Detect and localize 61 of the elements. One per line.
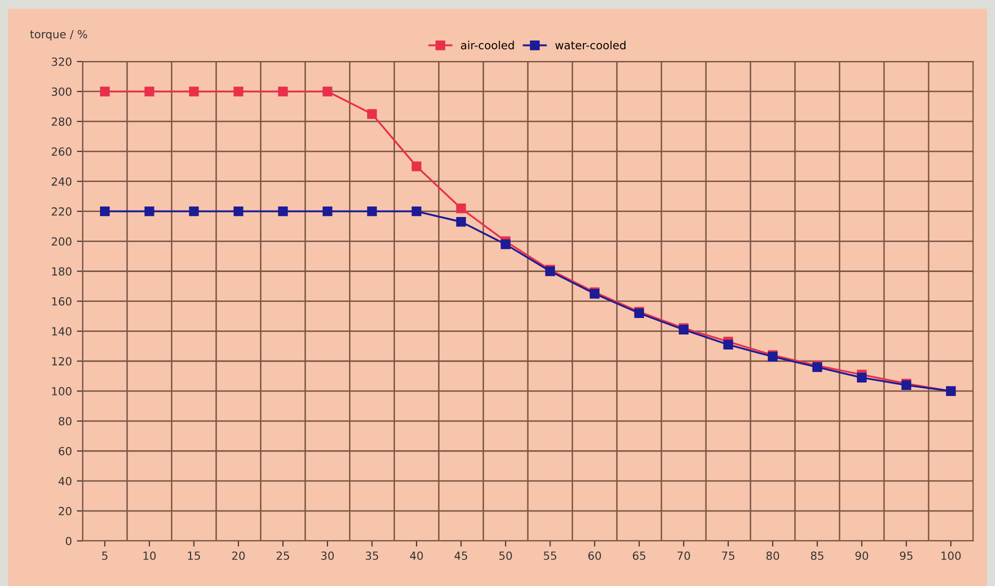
- y-tick-label: 180: [52, 267, 72, 276]
- x-tick-label: 35: [366, 551, 378, 560]
- x-tick-label: 65: [632, 551, 646, 560]
- point: [234, 206, 244, 216]
- y-tick-label: 220: [52, 207, 72, 216]
- y-tick-label: 160: [52, 297, 72, 306]
- y-tick-label: 80: [58, 417, 72, 426]
- y-tick-label: 60: [58, 446, 72, 456]
- y-tick-label: 0: [66, 536, 72, 546]
- x-tick-label: 5: [102, 552, 108, 560]
- x-tick-label: 100: [941, 551, 961, 560]
- x-tick-label: 15: [188, 552, 200, 560]
- x-tick-label: 55: [544, 552, 556, 560]
- point: [367, 206, 377, 216]
- x-tick-label: 70: [678, 551, 690, 560]
- x-tick-label: 20: [232, 551, 245, 560]
- point: [723, 340, 734, 350]
- point: [278, 86, 288, 96]
- x-tick-label: 30: [321, 551, 334, 560]
- y-tick-label: 280: [52, 117, 72, 126]
- point: [322, 206, 332, 216]
- point: [189, 206, 199, 216]
- x-tick-label: 80: [766, 551, 780, 560]
- point: [144, 86, 154, 96]
- x-tick-label: 90: [855, 551, 868, 560]
- x-tick-label: 75: [722, 552, 734, 560]
- point: [189, 86, 199, 96]
- point: [456, 203, 466, 214]
- x-tick-label: 60: [588, 551, 601, 560]
- y-tick-label: 260: [52, 147, 72, 156]
- point: [100, 206, 110, 216]
- y-tick-label: 120: [52, 357, 72, 366]
- y-tick-label: 100: [52, 387, 72, 396]
- y-axis-title: torque / %: [30, 30, 88, 41]
- point: [100, 86, 110, 96]
- x-tick-label: 95: [900, 551, 912, 560]
- point: [234, 86, 244, 96]
- x-tick-label: 50: [499, 551, 512, 560]
- x-tick-label: 40: [410, 551, 423, 560]
- point: [412, 206, 422, 216]
- point: [144, 206, 154, 216]
- point: [278, 206, 288, 216]
- x-tick-label: 10: [144, 551, 156, 560]
- y-tick-label: 300: [52, 87, 72, 96]
- y-tick-label: 20: [58, 506, 72, 516]
- y-tick-label: 320: [52, 58, 72, 66]
- point: [367, 109, 377, 119]
- point: [322, 86, 332, 96]
- x-tick-label: 85: [810, 551, 824, 560]
- legend-label: air-cooled: [461, 40, 514, 50]
- y-tick-label: 240: [52, 177, 72, 186]
- y-tick-label: 40: [58, 476, 72, 486]
- y-tick-label: 140: [52, 327, 72, 336]
- point: [412, 162, 422, 172]
- x-tick-label: 45: [454, 552, 468, 560]
- y-tick-label: 200: [52, 237, 72, 246]
- point: [856, 372, 867, 382]
- point: [456, 216, 466, 227]
- x-tick-label: 25: [276, 551, 290, 560]
- legend-label: water-cooled: [555, 40, 626, 50]
- point: [500, 239, 510, 250]
